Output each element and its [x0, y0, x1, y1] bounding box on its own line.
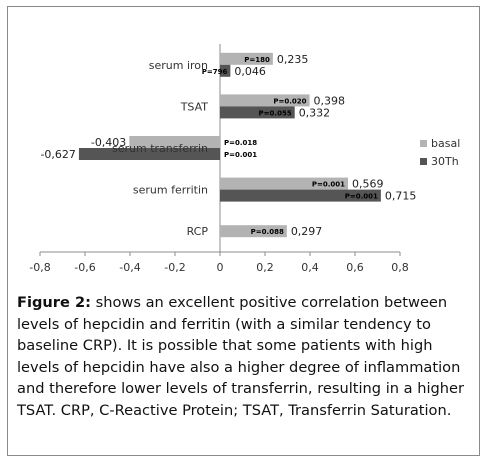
figure-caption: Figure 2: shows an excellent positive co… — [17, 292, 475, 422]
legend: basal 30Th — [420, 137, 460, 168]
value-label: 0,569 — [352, 178, 384, 191]
p-value-label: P=0.055 — [259, 109, 292, 117]
x-tick-label: 0,4 — [301, 261, 319, 274]
bar-basal — [220, 52, 273, 65]
bar-basal — [220, 177, 349, 190]
bar-30th — [78, 148, 220, 160]
p-value-label: P=796 — [202, 68, 228, 76]
category-label: serum iron — [149, 59, 208, 72]
category-label: RCP — [187, 225, 209, 238]
legend-label: 30Th — [431, 155, 459, 168]
value-label: 0,398 — [314, 94, 346, 107]
p-value-label: P=0.001 — [312, 181, 345, 189]
legend-label: basal — [431, 137, 460, 150]
value-label: 0,235 — [277, 53, 309, 66]
caption-label: Figure 2: — [17, 294, 91, 311]
x-ticks: -0,8 -0,6 -0,4 -0,2 0 0,2 0,4 0,6 0,8 — [29, 252, 409, 274]
value-label: 0,332 — [299, 106, 331, 119]
bar-30th — [220, 64, 231, 77]
bar-basal — [220, 225, 287, 238]
p-value-label: P=180 — [244, 56, 270, 64]
category-label: serum ferritin — [133, 184, 208, 197]
p-value-label: P=0.088 — [251, 228, 284, 236]
x-tick-label: 0,2 — [256, 261, 274, 274]
legend-swatch — [420, 140, 427, 147]
bar-30th — [220, 189, 381, 202]
bar-basal — [220, 94, 310, 107]
x-tick-label: -0,6 — [74, 261, 95, 274]
category-label: serum transferrin — [112, 142, 208, 155]
x-tick-label: 0,8 — [391, 261, 409, 274]
bars-group: P=180 0,235 P=796 0,046 P=0.020 0,398 P=0.055 0… — [40, 52, 417, 238]
value-label: -0,627 — [40, 148, 75, 161]
legend-swatch — [420, 158, 427, 165]
p-value-label: P=0.018 — [224, 139, 257, 147]
x-tick-label: 0 — [217, 261, 224, 274]
p-value-label: P=0.001 — [345, 193, 378, 201]
bar-basal — [129, 136, 220, 148]
category-labels: serum iron TSAT serum transferrin serum fer… — [112, 59, 208, 238]
x-tick-label: 0,6 — [346, 261, 364, 274]
bar-chart: -0,8 -0,6 -0,4 -0,2 0 0,2 0,4 0,6 0,8 P=180 0,235… — [29, 44, 460, 274]
x-tick-label: -0,8 — [29, 261, 50, 274]
bar-30th — [220, 106, 295, 119]
value-label: 0,715 — [385, 190, 417, 203]
category-label: TSAT — [180, 100, 209, 113]
x-tick-label: -0,2 — [164, 261, 185, 274]
p-value-label: P=0.020 — [273, 97, 306, 105]
p-value-label: P=0.001 — [224, 151, 257, 159]
value-label: 0,297 — [291, 225, 323, 238]
value-label: 0,046 — [234, 65, 266, 78]
x-tick-label: -0,4 — [119, 261, 140, 274]
caption-text: shows an excellent positive correlation … — [17, 294, 465, 419]
value-label: -0,403 — [91, 136, 126, 149]
